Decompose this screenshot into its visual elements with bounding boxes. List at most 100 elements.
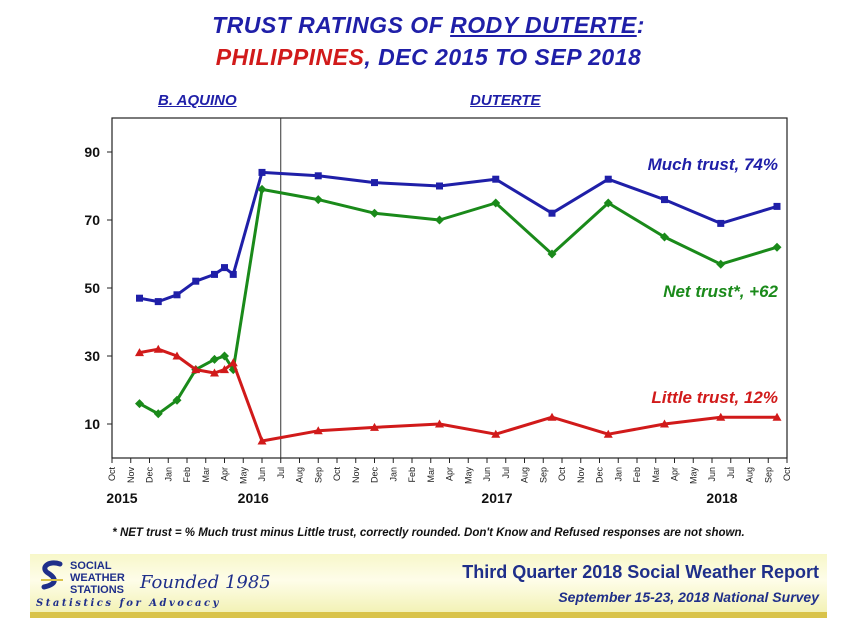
tagline: Statistics for Advocacy <box>36 598 221 609</box>
point-net <box>491 198 501 208</box>
x-tick-label: Sep <box>538 467 548 483</box>
point-net <box>153 409 163 419</box>
x-tick-label: Jul <box>276 467 286 479</box>
trust-line-chart: 10 30 50 70 90 Oct Nov Dec Jan Feb Mar Apr May Jun Jul… <box>84 117 792 506</box>
x-tick-label: Jan <box>613 467 623 482</box>
point-little <box>435 419 444 428</box>
point-much <box>211 270 218 278</box>
series-label-little: Little trust, 12% <box>651 388 778 407</box>
point-much <box>229 270 237 278</box>
x-tick-label: Jan <box>163 467 173 482</box>
x-tick-label: Nov <box>576 467 586 484</box>
title-period: , DEC 2015 TO SEP 2018 <box>364 44 642 70</box>
point-net <box>370 208 379 218</box>
founded-text: Founded 1985 <box>140 572 271 593</box>
point-net <box>257 184 267 194</box>
point-much <box>661 196 668 204</box>
point-net <box>547 249 557 259</box>
point-net <box>220 351 229 361</box>
point-net <box>210 354 219 364</box>
logo-line: WEATHER <box>70 572 125 584</box>
point-little <box>313 426 323 435</box>
point-little <box>257 436 267 445</box>
x-tick-label: May <box>238 467 248 485</box>
logo-line: SOCIAL <box>70 560 112 572</box>
report-title: Third Quarter 2018 Social Weather Report <box>462 562 819 582</box>
x-tick-label: Apr <box>220 467 230 481</box>
x-tick-label: Mar <box>201 467 211 483</box>
point-net <box>435 215 444 225</box>
point-little <box>135 348 144 357</box>
point-much <box>604 175 612 183</box>
x-tick-label: Aug <box>520 467 530 483</box>
year-label: 2018 <box>706 490 737 506</box>
report-banner: SOCIAL WEATHER STATIONS Founded 1985 Sta… <box>30 554 827 618</box>
sws-logo-icon <box>41 560 63 590</box>
point-much <box>717 219 725 227</box>
series-label-net: Net trust*, +62 <box>663 282 778 301</box>
x-tick-label: Mar <box>426 467 436 483</box>
era-label-duterte: DUTERTE <box>470 92 541 109</box>
point-much <box>192 277 200 285</box>
year-label: 2016 <box>238 490 269 506</box>
point-much <box>221 264 228 272</box>
y-tick-label: 10 <box>84 416 100 432</box>
x-tick-label: Feb <box>632 467 642 483</box>
x-tick-label: Dec <box>595 467 605 484</box>
x-tick-label: Dec <box>145 467 155 484</box>
point-little <box>603 429 613 438</box>
y-tick-label: 30 <box>84 348 100 364</box>
point-net <box>660 232 669 242</box>
x-tick-label: Jul <box>501 467 511 479</box>
series-label-much: Much trust, 74% <box>648 155 778 174</box>
x-tick-label: Feb <box>182 467 192 483</box>
x-tick-label: Jan <box>388 467 398 482</box>
point-little <box>772 412 782 421</box>
point-net <box>172 395 182 405</box>
point-little <box>210 368 219 377</box>
point-net <box>772 242 782 252</box>
point-little <box>716 412 726 421</box>
point-net <box>603 198 613 208</box>
x-tick-label: Apr <box>670 467 680 481</box>
point-much <box>773 202 781 210</box>
point-little <box>660 419 669 428</box>
x-tick-label: Jul <box>726 467 736 479</box>
point-net <box>313 195 323 205</box>
point-much <box>548 209 556 217</box>
x-tick-label: Sep <box>763 467 773 483</box>
title-colon: : <box>636 12 645 38</box>
point-little <box>153 344 163 353</box>
y-tick-label: 70 <box>84 212 100 228</box>
report-subtitle: September 15-23, 2018 National Survey <box>558 589 819 605</box>
x-tick-label: Oct <box>332 467 342 482</box>
point-little <box>370 422 379 431</box>
series-line-net <box>138 187 778 416</box>
point-little <box>491 429 501 438</box>
x-tick-label: Oct <box>557 467 567 482</box>
chart-title-line2: PHILIPPINES, DEC 2015 TO SEP 2018 <box>0 44 857 71</box>
point-little <box>547 412 557 421</box>
point-little <box>172 351 182 360</box>
logo-text: SOCIAL WEATHER STATIONS <box>70 560 125 596</box>
y-tick-label: 90 <box>84 144 100 160</box>
x-tick-label: Nov <box>351 467 361 484</box>
title-country: PHILIPPINES <box>215 44 365 70</box>
x-tick-label: Jun <box>482 467 492 482</box>
point-much <box>436 182 443 190</box>
year-label: 2015 <box>106 490 137 506</box>
title-part: TRUST RATINGS OF <box>212 12 451 38</box>
point-net <box>135 399 144 409</box>
x-tick-label: Oct <box>107 467 117 482</box>
y-tick-label: 50 <box>84 280 100 296</box>
x-tick-label: Apr <box>445 467 455 481</box>
x-tick-label: Jun <box>707 467 717 482</box>
x-tick-label: Oct <box>782 467 792 482</box>
x-tick-label: Jun <box>257 467 267 482</box>
point-little <box>228 358 238 367</box>
point-much <box>314 172 322 180</box>
point-much <box>258 168 266 176</box>
x-tick-label: Dec <box>370 467 380 484</box>
x-tick-label: Aug <box>745 467 755 483</box>
point-net <box>716 259 726 269</box>
